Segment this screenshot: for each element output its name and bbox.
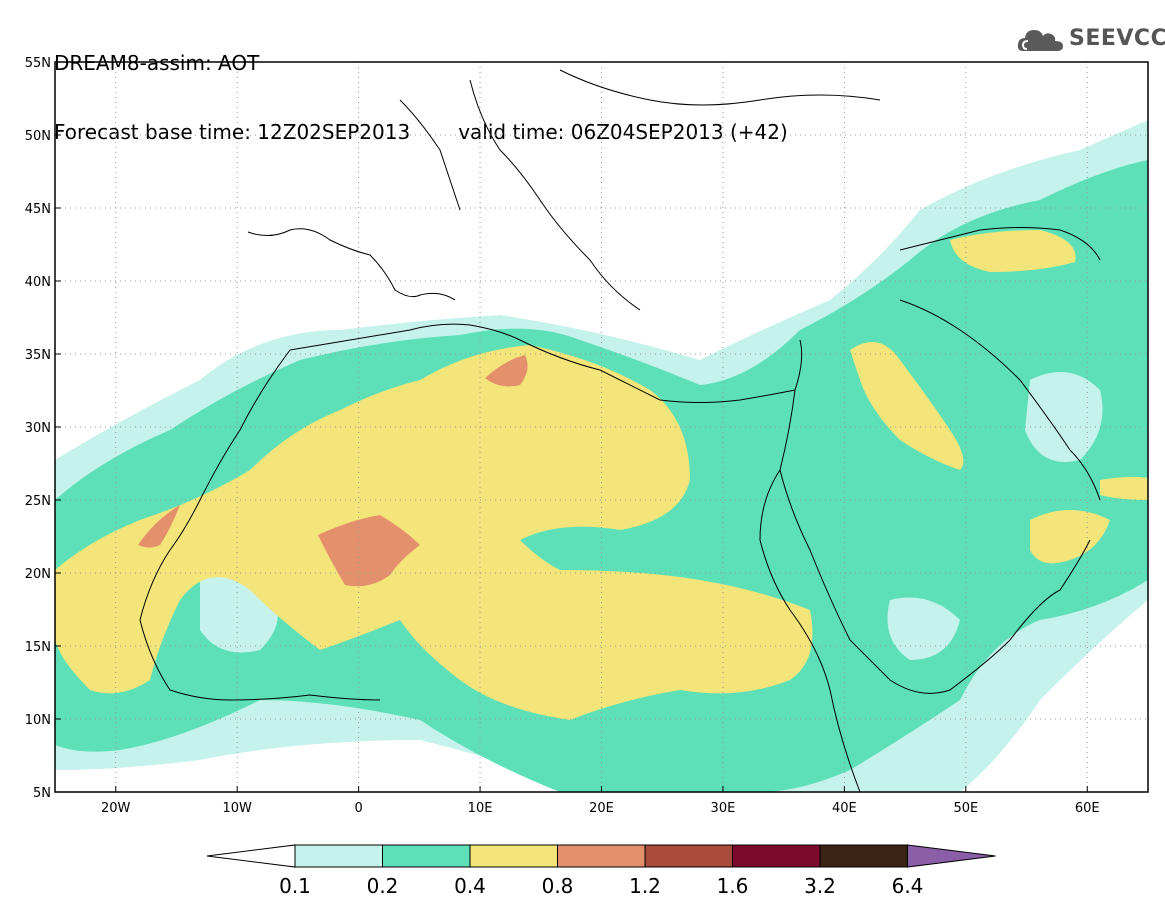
coastlines bbox=[139, 69, 1101, 792]
lon-tick-label: 10E bbox=[468, 801, 493, 816]
colorbar-label: 0.2 bbox=[367, 874, 399, 898]
cloud-icon bbox=[1017, 30, 1063, 51]
aot-band-0.4-oman bbox=[1030, 510, 1110, 564]
lon-tick-label: 20E bbox=[589, 801, 614, 816]
base-time-label: Forecast base time: 12Z02SEP2013 bbox=[54, 120, 411, 144]
lat-tick-label: 5N bbox=[33, 786, 51, 801]
aot-pocket-arabia bbox=[1025, 372, 1103, 462]
lat-tick-label: 55N bbox=[25, 56, 51, 71]
colorbar: 0.1 0.2 0.4 0.8 1.2 1.6 3.2 6.4 bbox=[206, 844, 996, 898]
title-line-1: DREAM8-assim: AOT bbox=[54, 51, 260, 75]
lat-tick-label: 30N bbox=[25, 421, 51, 436]
lat-tick-label: 40N bbox=[25, 275, 51, 290]
lat-tick-label: 20N bbox=[25, 567, 51, 582]
colorbar-label: 6.4 bbox=[892, 874, 924, 898]
lat-tick-label: 35N bbox=[25, 348, 51, 363]
title-line-2: Forecast base time: 12Z02SEP2013 valid ti… bbox=[54, 121, 788, 144]
lon-tick-label: 60E bbox=[1075, 801, 1100, 816]
colorbar-swatch bbox=[382, 844, 471, 868]
aot-band-0.4-caspian bbox=[950, 230, 1076, 272]
lon-tick-label: 40E bbox=[832, 801, 857, 816]
aot-band-0.4-east bbox=[1100, 476, 1148, 500]
axes: 20W 10W 0 10E 20E 30E 40E 50E 60E 5N 10N 15N 20N 25N 3… bbox=[25, 56, 1100, 816]
lon-tick-label: 20W bbox=[101, 801, 131, 816]
colorbar-right-arrow bbox=[907, 844, 996, 868]
seevccc-logo: SEEVCCC bbox=[1017, 25, 1165, 55]
lat-tick-label: 45N bbox=[25, 202, 51, 217]
colorbar-swatch bbox=[644, 844, 733, 868]
lon-tick-label: 30E bbox=[711, 801, 736, 816]
colorbar-swatch bbox=[819, 844, 908, 868]
aot-field bbox=[55, 120, 1148, 792]
colorbar-left-arrow bbox=[206, 844, 296, 868]
aot-band-0.4-sahara bbox=[55, 345, 813, 720]
logo-text: SEEVCCC bbox=[1069, 26, 1165, 51]
colorbar-swatch bbox=[294, 844, 383, 868]
aot-pocket-sea bbox=[887, 597, 960, 660]
aot-band-0.4-gulf bbox=[850, 342, 964, 470]
colorbar-swatch bbox=[732, 844, 821, 868]
colorbar-label: 3.2 bbox=[804, 874, 836, 898]
lat-tick-label: 10N bbox=[25, 713, 51, 728]
colorbar-label: 1.6 bbox=[717, 874, 749, 898]
colorbar-swatch bbox=[557, 844, 646, 868]
colorbar-swatch bbox=[469, 844, 558, 868]
aot-band-0.8-coast bbox=[138, 505, 180, 548]
lat-tick-label: 25N bbox=[25, 494, 51, 509]
colorbar-label: 0.8 bbox=[542, 874, 574, 898]
colorbar-label: 0.4 bbox=[454, 874, 486, 898]
lon-tick-label: 10W bbox=[222, 801, 252, 816]
colorbar-label: 1.2 bbox=[629, 874, 661, 898]
lat-tick-label: 15N bbox=[25, 640, 51, 655]
lat-tick-label: 50N bbox=[25, 129, 51, 144]
valid-time-label: valid time: 06Z04SEP2013 (+42) bbox=[458, 120, 788, 144]
lon-tick-label: 50E bbox=[953, 801, 978, 816]
map-title: DREAM8-assim: AOT Forecast base time: 12… bbox=[54, 6, 788, 167]
aot-band-0.8-mali bbox=[318, 515, 420, 587]
aot-band-0.8-tunisia bbox=[485, 355, 528, 387]
lon-tick-label: 0 bbox=[354, 801, 362, 816]
colorbar-label: 0.1 bbox=[279, 874, 311, 898]
